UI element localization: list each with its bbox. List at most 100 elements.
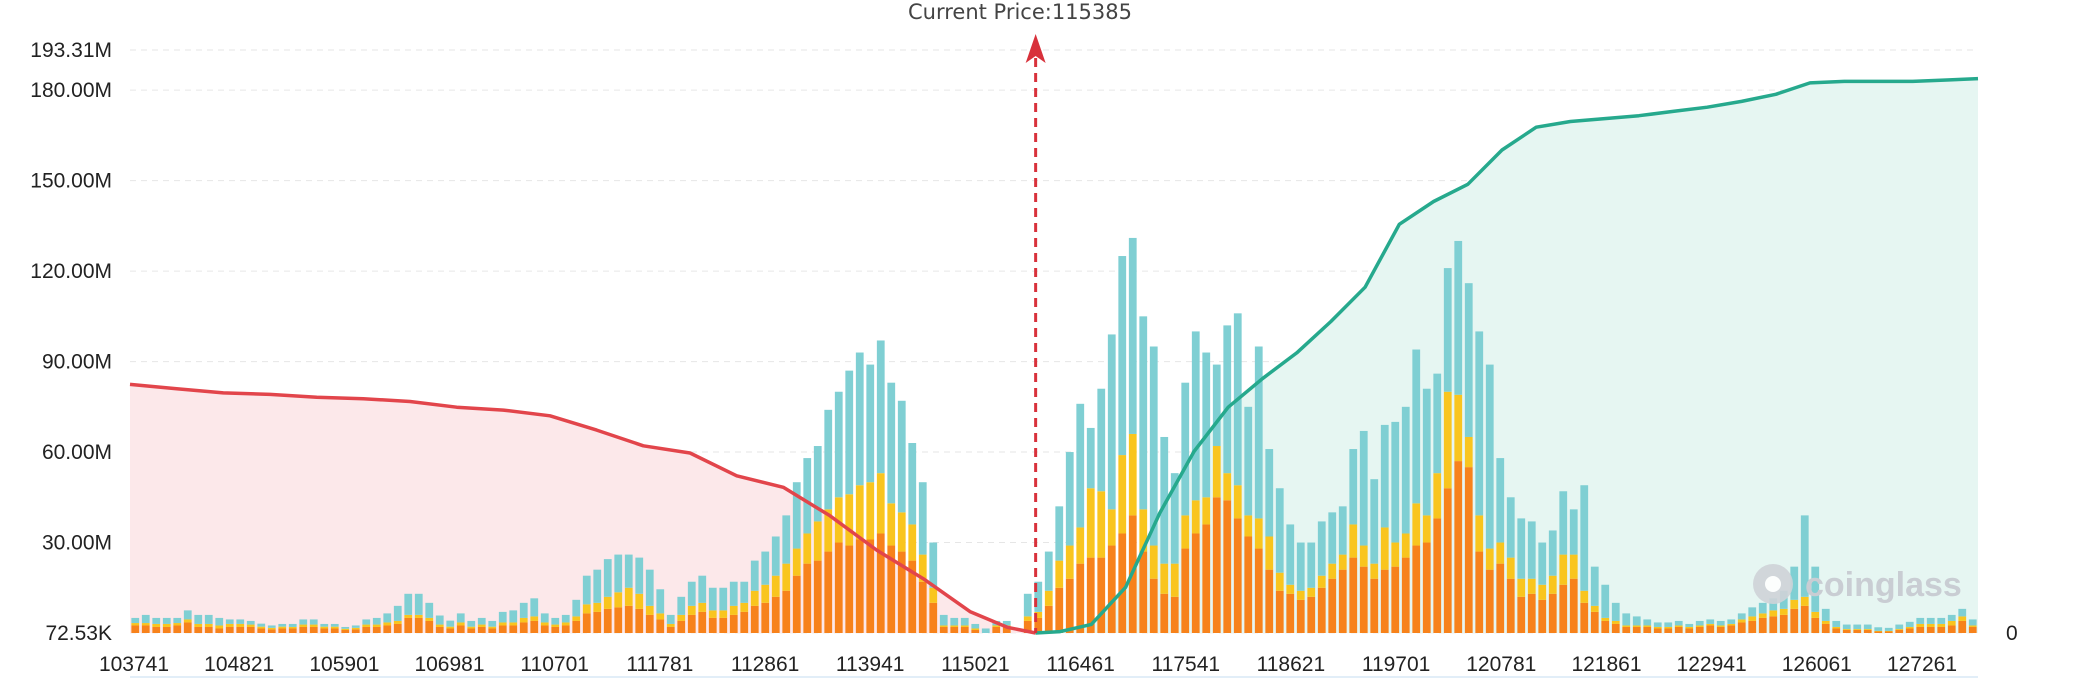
bar-63-seg-0	[792, 575, 801, 633]
bar-22-seg-0	[362, 626, 371, 633]
bar-106-seg-0	[1244, 536, 1253, 633]
bar-34-seg-1	[488, 626, 497, 629]
bar-40-seg-0	[551, 626, 560, 633]
bar-107-seg-2	[1254, 346, 1263, 519]
bar-169-seg-1	[1905, 626, 1914, 629]
bar-23-seg-2	[372, 617, 381, 625]
bar-115-seg-1	[1338, 554, 1347, 570]
bar-41-seg-1	[561, 622, 570, 626]
bar-171-seg-0	[1926, 626, 1935, 633]
bar-72-seg-1	[887, 503, 896, 546]
bar-91-seg-1	[1086, 488, 1095, 558]
bar-175-seg-0	[1968, 626, 1977, 633]
bar-49-seg-2	[645, 569, 654, 606]
bar-107-seg-1	[1254, 518, 1263, 549]
bar-42-seg-2	[572, 599, 581, 617]
bar-34-seg-2	[488, 620, 497, 627]
liquidation-bars	[131, 237, 1977, 633]
bar-121-seg-2	[1401, 406, 1410, 534]
bar-128-seg-1	[1475, 515, 1484, 552]
bar-62-seg-2	[782, 515, 791, 564]
bar-116-seg-1	[1349, 524, 1358, 558]
bar-9-seg-2	[225, 619, 234, 624]
x-tick-label: 118621	[1257, 653, 1326, 676]
bar-10-seg-2	[236, 619, 245, 624]
bar-114-seg-2	[1328, 512, 1337, 564]
bar-61-seg-0	[771, 596, 780, 633]
x-tick-label: 104821	[204, 653, 274, 676]
bar-3-seg-1	[162, 623, 171, 627]
bar-113-seg-2	[1317, 521, 1326, 576]
bar-73-seg-2	[897, 400, 906, 513]
bar-126-seg-0	[1454, 461, 1463, 633]
bar-161-seg-2	[1821, 608, 1830, 621]
bar-117-seg-0	[1359, 566, 1368, 633]
bar-58-seg-2	[740, 581, 749, 603]
bar-111-seg-2	[1296, 542, 1305, 591]
bar-130-seg-2	[1496, 458, 1505, 543]
bar-58-seg-0	[740, 611, 749, 633]
bar-59-seg-0	[750, 605, 759, 633]
bar-128-seg-2	[1475, 331, 1484, 516]
bar-165-seg-2	[1863, 624, 1872, 630]
bar-68-seg-2	[845, 370, 854, 495]
bar-107-seg-0	[1254, 548, 1263, 633]
bar-53-seg-0	[687, 614, 696, 633]
bar-6-seg-0	[194, 626, 203, 633]
bar-5-seg-2	[183, 610, 192, 620]
bar-122-seg-2	[1412, 349, 1421, 504]
bar-78-seg-2	[950, 617, 959, 626]
bar-52-seg-0	[677, 620, 686, 633]
bar-75-seg-1	[918, 554, 927, 582]
bar-133-seg-2	[1527, 521, 1536, 579]
bar-102-seg-0	[1202, 524, 1211, 633]
bar-120-seg-1	[1391, 542, 1400, 567]
bar-58-seg-1	[740, 602, 749, 612]
bar-155-seg-0	[1758, 617, 1767, 633]
bar-129-seg-0	[1485, 569, 1494, 633]
bar-65-seg-0	[813, 560, 822, 633]
bar-52-seg-2	[677, 596, 686, 615]
bar-74-seg-1	[908, 524, 917, 561]
bar-95-seg-2	[1128, 237, 1137, 434]
y-left-tick-label: 180.00M	[30, 79, 112, 102]
bar-161-seg-1	[1821, 620, 1830, 624]
bar-31-seg-1	[456, 622, 465, 626]
bar-96-seg-2	[1139, 316, 1148, 510]
bar-141-seg-0	[1611, 623, 1620, 633]
bar-6-seg-2	[194, 614, 203, 624]
bar-88-seg-1	[1055, 560, 1064, 588]
bar-163-seg-1	[1842, 629, 1851, 630]
bar-149-seg-0	[1695, 626, 1704, 633]
bar-123-seg-0	[1422, 542, 1431, 633]
bar-99-seg-1	[1170, 563, 1179, 597]
bar-16-seg-2	[299, 619, 308, 625]
bar-105-seg-1	[1233, 485, 1242, 519]
watermark: coinglass	[1753, 564, 1962, 604]
bar-27-seg-0	[414, 617, 423, 633]
bar-86-seg-0	[1034, 617, 1043, 633]
bar-77-seg-0	[939, 626, 948, 633]
bar-100-seg-2	[1181, 382, 1190, 516]
bar-153-seg-1	[1737, 619, 1746, 623]
bar-15-seg-2	[288, 623, 297, 627]
bar-157-seg-0	[1779, 614, 1788, 633]
bar-175-seg-1	[1968, 625, 1977, 627]
bar-116-seg-2	[1349, 449, 1358, 525]
bar-46-seg-2	[614, 554, 623, 593]
bar-170-seg-2	[1916, 617, 1925, 624]
x-tick-label: 111781	[626, 653, 693, 676]
chart-title: Current Price:115385	[908, 0, 1132, 24]
bar-82-seg-1	[992, 625, 1001, 627]
bar-160-seg-0	[1811, 617, 1820, 633]
bar-167-seg-1	[1884, 630, 1893, 632]
x-tick-label: 115021	[941, 653, 1010, 676]
bar-104-seg-2	[1223, 325, 1232, 474]
bar-70-seg-2	[866, 364, 875, 483]
bar-120-seg-0	[1391, 566, 1400, 633]
bar-145-seg-2	[1653, 622, 1662, 627]
bar-0-seg-1	[131, 623, 140, 626]
bar-158-seg-1	[1790, 599, 1799, 609]
cumulative-line-1	[1035, 76, 1979, 635]
bar-130-seg-1	[1496, 542, 1505, 564]
